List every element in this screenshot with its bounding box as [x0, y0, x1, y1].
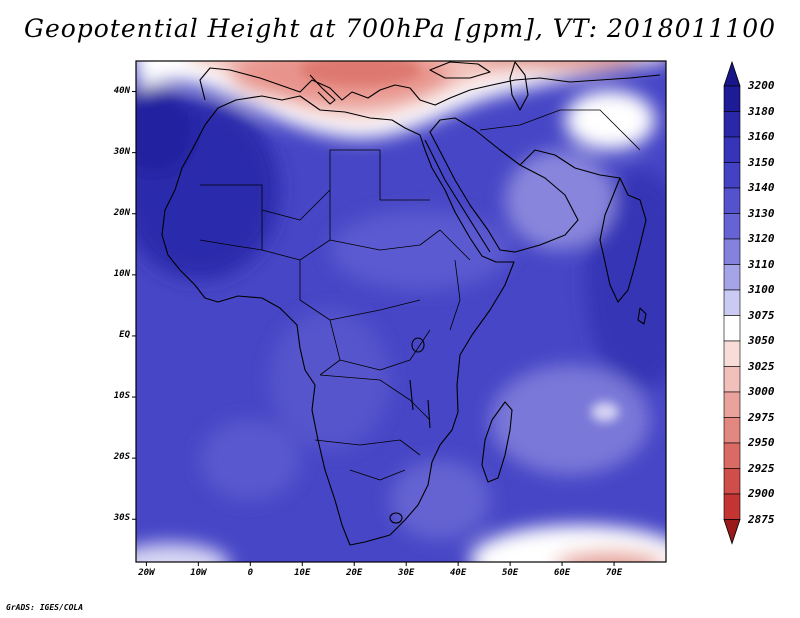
lat-tick-label: 30N — [113, 146, 130, 157]
lon-tick-label: 20E — [346, 568, 363, 578]
colorbar-segment — [723, 136, 741, 163]
black-sea-coastline — [429, 61, 491, 79]
coastlines — [161, 61, 661, 546]
colorbar-level-label: 3110 — [748, 257, 775, 271]
country-borders — [199, 109, 641, 481]
italy-coastline — [309, 74, 336, 105]
colorbar-level-label: 3150 — [748, 155, 775, 169]
field-mid-south — [390, 460, 490, 540]
colorbar-level-label: 3100 — [748, 283, 775, 296]
colorbar-level-label: 3050 — [748, 334, 775, 347]
colorbar-level-label: 3120 — [748, 232, 775, 245]
colorbar-top-arrow — [723, 60, 741, 87]
colorbar-level-label: 3000 — [748, 385, 775, 398]
colorbar-segment — [723, 417, 741, 444]
field-light-southwest — [136, 543, 230, 562]
lon-tick-label: 30E — [398, 568, 415, 578]
credit-text: GrADS: IGES/COLA — [6, 603, 84, 612]
colorbar-segment — [723, 493, 741, 520]
colorbar-segment — [723, 111, 741, 138]
colorbar-segment — [723, 213, 741, 240]
lesotho-border — [389, 512, 403, 524]
field-high-northwest — [136, 85, 195, 175]
field-mid-central-africa — [270, 310, 390, 450]
lon-tick-label: 0 — [247, 568, 254, 578]
europe-coastline — [199, 67, 661, 106]
field-red-asia — [481, 61, 639, 72]
lon-tick-label: 40E — [450, 568, 467, 578]
field-low-arabia — [505, 150, 615, 250]
colorbar-segment — [723, 366, 741, 393]
lat-tick-label: 20N — [113, 207, 130, 218]
colorbar-level-label: 2950 — [748, 436, 775, 449]
lon-tick-label: 50E — [501, 568, 519, 578]
lon-tick-label: 70E — [605, 568, 623, 578]
plot-frame — [135, 60, 667, 563]
colorbar-level-label: 2975 — [748, 410, 775, 424]
colorbar-segment — [723, 264, 741, 291]
colorbar-segment — [723, 238, 741, 265]
lat-tick-label: 30S — [113, 513, 130, 524]
india-coastline — [599, 177, 647, 303]
field-red-core — [300, 61, 420, 85]
lat-tick-label: EQ — [119, 329, 130, 340]
sri-lanka-coastline — [637, 307, 647, 325]
colorbar-segment — [723, 187, 741, 214]
colorbar-level-label: 3140 — [748, 181, 775, 194]
colorbar-segment — [723, 391, 741, 418]
africa-coastline — [161, 95, 515, 546]
colorbar-segment — [723, 468, 741, 495]
lon-tick-label: 60E — [553, 568, 571, 578]
colorbar-level-label: 3200 — [748, 79, 775, 92]
lon-tick-label: 10W — [190, 568, 207, 578]
colorbar-segment — [723, 340, 741, 367]
colorbar-level-label: 2875 — [748, 512, 775, 526]
field-red-south — [556, 551, 664, 562]
persian-gulf-coastline — [519, 149, 621, 179]
colorbar-segment — [723, 315, 741, 342]
lake-victoria — [411, 337, 425, 353]
lat-tick-label: 20S — [113, 452, 130, 463]
colorbar-level-label: 3025 — [748, 359, 775, 373]
colorbar-level-label: 3180 — [748, 104, 775, 118]
lake-malawi — [427, 399, 431, 429]
lake-tanganyika — [409, 379, 414, 411]
lon-tick-label: 10E — [294, 568, 311, 578]
lat-tick-label: 10S — [113, 391, 130, 402]
colorbar-bottom-arrow — [723, 519, 741, 545]
field-mid-east-africa — [330, 210, 510, 290]
colorbar-level-label: 3160 — [748, 130, 775, 143]
axis-ticks — [132, 91, 615, 566]
lon-tick-label: 20W — [138, 568, 155, 578]
lat-tick-label: 40N — [113, 85, 130, 96]
field-mid-southwest — [200, 420, 300, 500]
colorbar-level-label: 2900 — [748, 487, 775, 500]
colorbar-level-label: 3075 — [748, 308, 775, 322]
colorbar-level-label: 3130 — [748, 206, 775, 220]
caspian-coastline — [509, 61, 529, 111]
colorbar — [723, 60, 741, 545]
field-low-indian-ocean — [490, 365, 650, 475]
colorbar-segment — [723, 85, 741, 112]
map-title: Geopotential Height at 700hPa [gpm], VT:… — [23, 14, 777, 43]
arabia-coastline — [429, 117, 579, 253]
lat-tick-label: 10N — [113, 268, 130, 279]
field-light-spot — [591, 402, 619, 422]
height-field — [136, 61, 666, 562]
colorbar-segment — [723, 162, 741, 189]
madagascar-coastline — [481, 401, 513, 483]
colorbar-segment — [723, 289, 741, 316]
red-sea-coastline — [424, 139, 491, 253]
colorbar-segment — [723, 442, 741, 469]
colorbar-level-label: 2925 — [748, 461, 775, 475]
